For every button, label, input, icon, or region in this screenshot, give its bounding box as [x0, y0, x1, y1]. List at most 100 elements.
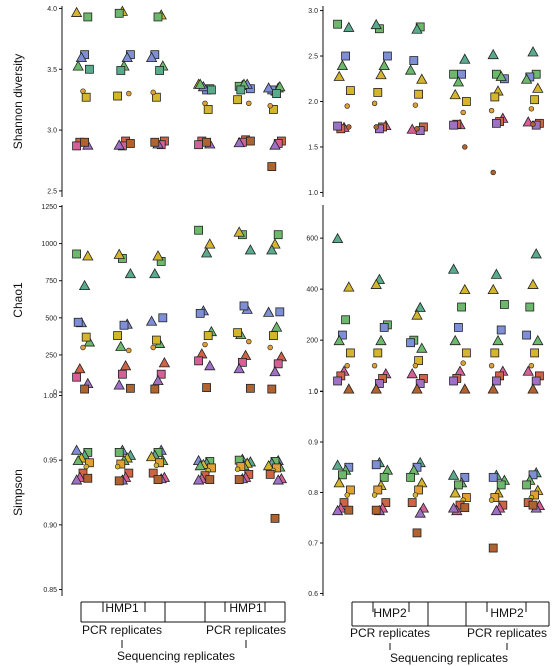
data-point-teal-square — [85, 64, 94, 74]
data-point-yellow-triangle — [233, 226, 245, 237]
data-point-brown-square — [202, 383, 212, 392]
data-point-orange-circle — [344, 362, 350, 369]
data-point-yellow-triangle — [375, 68, 387, 80]
data-point-orange-circle — [246, 100, 252, 107]
data-point-green-triangle — [404, 64, 417, 75]
data-point-green-square — [499, 300, 509, 309]
y-tick-label: 0.95 — [43, 458, 57, 465]
data-point-blue-square — [528, 470, 538, 480]
data-point-yellow-circle — [412, 492, 419, 498]
data-point-brown-square — [270, 513, 280, 523]
data-point-yellow-triangle — [527, 278, 539, 289]
y-tick-label: 400 — [306, 287, 318, 294]
data-point-blue-square — [371, 460, 381, 470]
data-point-yellow-square — [151, 92, 161, 102]
data-point-teal-triangle — [124, 267, 137, 279]
data-point-brown-circle — [346, 124, 352, 130]
data-point-teal-triangle — [244, 244, 257, 255]
y-tick-label: 0.6 — [308, 591, 318, 598]
data-point-teal-square — [236, 85, 246, 95]
data-point-brown-square — [150, 384, 160, 394]
data-point-yellow-triangle — [113, 248, 125, 259]
data-point-yellow-square — [414, 356, 424, 365]
data-point-purple-square — [449, 376, 459, 386]
bottom-brackets — [80, 601, 550, 650]
data-point-orange-square — [116, 459, 126, 469]
data-point-yellow-square — [203, 331, 213, 341]
data-point-yellow-triangle — [449, 88, 461, 100]
data-point-blue-square — [409, 56, 419, 65]
data-point-blue-square — [239, 301, 249, 311]
data-point-red-square — [148, 468, 158, 478]
data-point-orange-circle — [202, 341, 208, 348]
data-point-brown-square — [528, 500, 538, 510]
data-point-purple-triangle — [490, 504, 503, 516]
data-point-green-triangle — [416, 342, 428, 353]
panel-chao1-hmp2: 0 200 400 600 — [306, 205, 544, 396]
data-point-brown-square — [344, 505, 354, 515]
y-tick-label: 1250 — [41, 204, 57, 211]
data-point-green-triangle — [72, 60, 84, 71]
data-point-brown-square — [114, 476, 124, 486]
data-point-orange-circle — [150, 89, 156, 96]
data-point-yellow-square — [461, 348, 471, 358]
y-tick-label: 2.5 — [308, 54, 318, 61]
y-tick-label: 0.9 — [308, 440, 318, 447]
pcr-label-right-1: PCR replicates — [350, 626, 430, 640]
data-point-green-square — [406, 472, 416, 482]
data-point-brown-square — [267, 384, 277, 394]
data-point-brown-triangle — [459, 383, 471, 394]
data-point-orange-circle — [371, 100, 378, 107]
data-point-brown-triangle — [370, 383, 382, 394]
data-point-orange-circle — [150, 344, 156, 351]
data-point-teal-triangle — [343, 21, 355, 32]
y-tick-label: 2.0 — [308, 99, 318, 106]
data-point-brown-square — [150, 137, 160, 147]
data-point-green-square — [457, 302, 467, 312]
data-point-purple-triangle — [447, 502, 460, 513]
data-point-green-square — [379, 472, 389, 482]
data-point-orange-circle — [267, 103, 273, 109]
data-point-teal-triangle — [200, 247, 213, 258]
data-point-brown-square — [80, 137, 89, 147]
data-point-yellow-square — [373, 348, 383, 358]
data-point-teal-triangle — [78, 279, 91, 291]
data-point-yellow-triangle — [145, 450, 158, 462]
data-point-red-square — [265, 469, 275, 479]
data-point-brown-square — [245, 136, 255, 146]
data-point-purple-triangle — [192, 474, 205, 485]
panel-simpson-hmp1: 0.85 0.90 0.95 1.00 Simpson — [11, 389, 288, 596]
data-point-green-triangle — [532, 334, 544, 346]
data-point-pink-square — [72, 141, 81, 151]
data-point-teal-square — [206, 85, 216, 95]
data-point-teal-triangle — [490, 268, 503, 279]
y-tick-label: 1.0 — [308, 190, 318, 197]
data-point-yellow-triangle — [333, 477, 345, 488]
data-point-blue-square — [275, 307, 285, 317]
data-point-yellow-triangle — [532, 82, 544, 93]
data-point-green-triangle — [83, 336, 96, 347]
y-tick-label: 600 — [306, 236, 318, 243]
y-tick-label: 1.0 — [308, 389, 318, 396]
data-point-yellow-square — [268, 331, 278, 341]
data-point-yellow-triangle — [459, 283, 471, 295]
data-point-blue-square — [460, 472, 470, 482]
data-point-teal-triangle — [414, 301, 426, 312]
data-point-orange-circle — [126, 90, 132, 97]
data-point-orange-square — [155, 458, 165, 468]
data-point-yellow-square — [268, 105, 278, 114]
data-point-purple-square — [531, 376, 541, 386]
data-point-yellow-circle — [344, 492, 350, 498]
panel-chao1-hmp1: 0 250 500 750 1000 1250 Chao1 — [11, 204, 288, 397]
data-point-orange-circle — [460, 109, 466, 116]
data-point-yellow-circle — [488, 497, 495, 503]
data-point-yellow-circle — [114, 463, 121, 470]
data-point-yellow-square — [414, 89, 424, 99]
data-point-brown-square — [371, 505, 381, 515]
data-point-blue-triangle — [262, 306, 275, 317]
data-point-yellow-circle — [153, 462, 160, 469]
data-point-green-square — [337, 470, 347, 480]
y-tick-label: 500 — [45, 315, 57, 322]
data-point-pink-square — [273, 359, 283, 369]
pcr-label-left-1: PCR replicates — [82, 623, 162, 637]
